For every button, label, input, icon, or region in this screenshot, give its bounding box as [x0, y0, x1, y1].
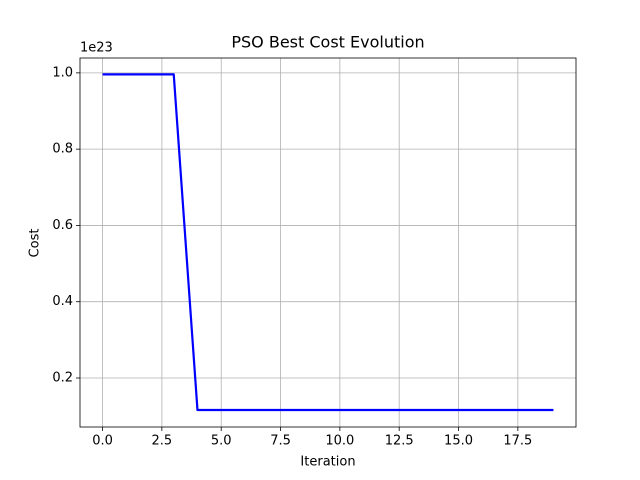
y-axis-label: Cost: [28, 229, 43, 258]
y-offset-label: 1e23: [80, 41, 113, 56]
chart-title: PSO Best Cost Evolution: [231, 33, 424, 52]
x-tick-label: 2.5: [152, 434, 173, 449]
y-tick-label: 0.6: [52, 218, 73, 233]
y-tick-label: 1.0: [52, 65, 73, 80]
x-tick-label: 10.0: [325, 434, 354, 449]
line-series: [102, 73, 554, 412]
y-tick-label: 0.8: [52, 142, 73, 157]
x-axis-label: Iteration: [300, 455, 355, 470]
x-tick-label: 0.0: [92, 434, 113, 449]
y-tick-label: 0.4: [52, 294, 73, 309]
x-tick-label: 15.0: [444, 434, 473, 449]
x-tick-label: 12.5: [385, 434, 414, 449]
x-tick-label: 17.5: [503, 434, 532, 449]
x-tick-label: 5.0: [211, 434, 232, 449]
y-tick-label: 0.2: [52, 370, 73, 385]
plot-frame: [79, 57, 577, 428]
x-tick-label: 7.5: [270, 434, 291, 449]
